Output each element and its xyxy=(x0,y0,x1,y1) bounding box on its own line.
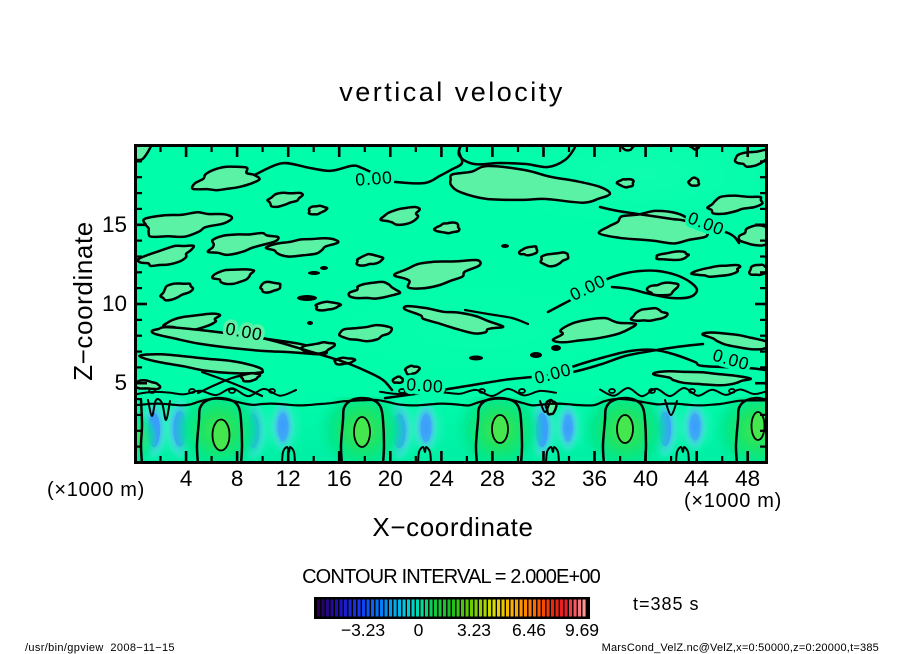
svg-text:X−coordinate: X−coordinate xyxy=(372,512,533,542)
svg-text:36: 36 xyxy=(582,466,607,491)
svg-text:(×1000 m): (×1000 m) xyxy=(47,479,145,501)
svg-text:Z−coordinate: Z−coordinate xyxy=(68,221,98,381)
svg-text:15: 15 xyxy=(102,212,127,237)
svg-text:vertical velocity: vertical velocity xyxy=(339,77,565,107)
svg-text:/usr/bin/gpview 2008−11−15: /usr/bin/gpview 2008−11−15 xyxy=(25,642,175,654)
svg-text:40: 40 xyxy=(633,466,658,491)
svg-text:8: 8 xyxy=(231,466,244,491)
svg-text:MarsCond_VelZ.nc@VelZ,x=0:5000: MarsCond_VelZ.nc@VelZ,x=0:50000,z=0:2000… xyxy=(602,642,879,654)
svg-text:CONTOUR INTERVAL = 2.000E+00: CONTOUR INTERVAL = 2.000E+00 xyxy=(302,566,601,588)
svg-text:48: 48 xyxy=(735,466,760,491)
svg-text:5: 5 xyxy=(114,370,127,395)
svg-text:0.00: 0.00 xyxy=(355,167,394,190)
svg-text:t=385 s: t=385 s xyxy=(633,594,700,614)
svg-text:6.46: 6.46 xyxy=(512,620,546,640)
svg-text:10: 10 xyxy=(102,291,127,316)
svg-text:20: 20 xyxy=(378,466,403,491)
svg-text:4: 4 xyxy=(180,466,193,491)
svg-text:3.23: 3.23 xyxy=(457,620,491,640)
svg-text:−3.23: −3.23 xyxy=(341,620,385,640)
svg-text:16: 16 xyxy=(327,466,352,491)
svg-text:12: 12 xyxy=(276,466,301,491)
svg-text:28: 28 xyxy=(480,466,505,491)
svg-text:0.00: 0.00 xyxy=(406,374,445,397)
svg-text:24: 24 xyxy=(429,466,454,491)
svg-text:9.69: 9.69 xyxy=(565,620,599,640)
svg-text:32: 32 xyxy=(531,466,556,491)
svg-text:(×1000 m): (×1000 m) xyxy=(684,490,782,512)
svg-text:0: 0 xyxy=(414,620,424,640)
svg-text:44: 44 xyxy=(684,466,709,491)
